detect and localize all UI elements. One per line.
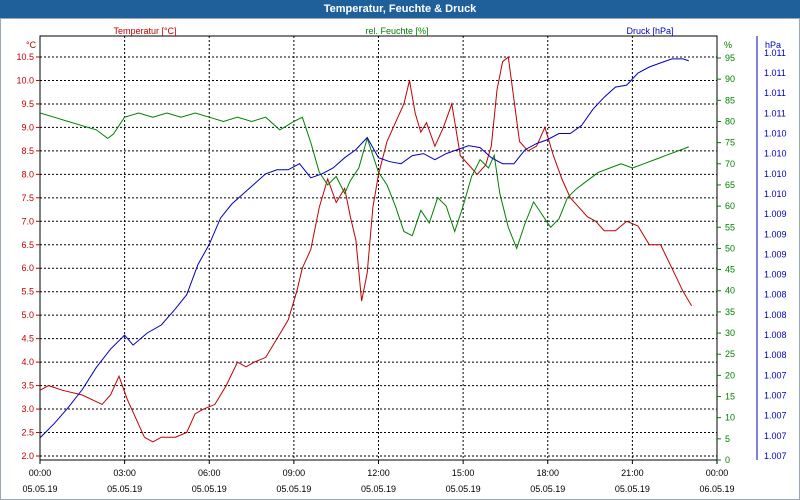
humidity-tick-label: 45 (725, 265, 735, 275)
temp-tick-label: 9.0 (21, 122, 34, 132)
x-tick-time-label: 03:00 (113, 468, 136, 478)
pressure-axis-label: Druck [hPa] (626, 26, 673, 36)
pressure-tick-label: 1.008 (764, 290, 787, 300)
pressure-tick-label: 1.009 (764, 270, 787, 280)
temp-tick-label: 4.5 (21, 334, 34, 344)
temp-tick-label: 2.5 (21, 428, 34, 438)
x-tick-time-label: 15:00 (452, 468, 475, 478)
x-tick-date-label: 05.05.19 (22, 484, 57, 494)
pressure-tick-label: 1.009 (764, 249, 787, 259)
chart-frame (0, 18, 800, 500)
pressure-tick-label: 1.007 (764, 431, 787, 441)
humidity-tick-label: 60 (725, 201, 735, 211)
humidity-tick-label: 35 (725, 307, 735, 317)
humidity-tick-label: 70 (725, 159, 735, 169)
pressure-tick-label: 1.010 (764, 189, 787, 199)
pressure-tick-label: 1.010 (764, 169, 787, 179)
humidity-tick-label: 30 (725, 328, 735, 338)
temp-tick-label: 8.0 (21, 169, 34, 179)
temp-tick-label: 6.0 (21, 263, 34, 273)
humidity-tick-label: 40 (725, 286, 735, 296)
humidity-tick-label: 10 (725, 413, 735, 423)
pressure-tick-label: 1.010 (764, 149, 787, 159)
pressure-tick-label: 1.007 (764, 391, 787, 401)
pressure-tick-label: 1.009 (764, 209, 787, 219)
x-tick-date-label: 05.05.19 (615, 484, 650, 494)
temp-tick-label: 7.5 (21, 193, 34, 203)
humidity-tick-label: 55 (725, 222, 735, 232)
pressure-tick-label: 1.010 (764, 128, 787, 138)
temp-axis-label: Temperatur [°C] (113, 26, 176, 36)
pressure-tick-label: 1.011 (764, 88, 786, 98)
humidity-tick-label: 50 (725, 243, 735, 253)
temp-tick-label: 10.0 (16, 75, 34, 85)
humidity-tick-label: 0 (725, 455, 730, 465)
pressure-tick-label: 1.007 (764, 411, 787, 421)
pressure-unit-label: hPa (765, 40, 781, 50)
humidity-tick-label: 85 (725, 95, 735, 105)
temp-tick-label: 4.0 (21, 357, 34, 367)
x-tick-date-label: 05.05.19 (361, 484, 396, 494)
pressure-tick-label: 1.008 (764, 310, 787, 320)
humidity-axis-label: rel. Feuchte [%] (365, 26, 428, 36)
humidity-tick-label: 5 (725, 434, 730, 444)
x-tick-time-label: 09:00 (283, 468, 306, 478)
x-tick-date-label: 05.05.19 (192, 484, 227, 494)
x-tick-date-label: 05.05.19 (276, 484, 311, 494)
temp-tick-label: 7.0 (21, 216, 34, 226)
humidity-tick-label: 15 (725, 392, 735, 402)
pressure-tick-label: 1.011 (764, 68, 786, 78)
humidity-tick-label: 95 (725, 53, 735, 63)
humidity-tick-label: 25 (725, 349, 735, 359)
x-tick-date-label: 05.05.19 (107, 484, 142, 494)
humidity-tick-label: 80 (725, 116, 735, 126)
series-line-humidity (39, 112, 689, 250)
pressure-tick-label: 1.007 (764, 451, 787, 461)
pressure-tick-label: 1.008 (764, 350, 787, 360)
x-tick-time-label: 21:00 (621, 468, 644, 478)
humidity-tick-label: 90 (725, 74, 735, 84)
humidity-tick-label: 20 (725, 370, 735, 380)
humidity-tick-label: 65 (725, 180, 735, 190)
series-line-pressure (39, 58, 689, 439)
temp-tick-label: 3.0 (21, 404, 34, 414)
series-line-temperature (39, 56, 693, 443)
humidity-unit-label: % (724, 40, 732, 50)
pressure-tick-label: 1.009 (764, 229, 787, 239)
temp-tick-label: 9.5 (21, 99, 34, 109)
x-tick-time-label: 06:00 (198, 468, 221, 478)
x-tick-time-label: 00:00 (29, 468, 52, 478)
temp-tick-label: 5.5 (21, 287, 34, 297)
x-tick-time-label: 00:00 (706, 468, 729, 478)
humidity-tick-label: 75 (725, 138, 735, 148)
x-tick-time-label: 12:00 (367, 468, 390, 478)
pressure-tick-label: 1.011 (764, 48, 786, 58)
pressure-tick-label: 1.008 (764, 330, 787, 340)
x-tick-date-label: 05.05.19 (530, 484, 565, 494)
temp-tick-label: 8.5 (21, 146, 34, 156)
pressure-tick-label: 1.007 (764, 370, 787, 380)
window-title: Temperatur, Feuchte & Druck (0, 0, 800, 18)
x-tick-date-label: 06.05.19 (699, 484, 734, 494)
temp-tick-label: 5.0 (21, 310, 34, 320)
temp-tick-label: 6.5 (21, 240, 34, 250)
temp-tick-label: 3.5 (21, 381, 34, 391)
temp-tick-label: 10.5 (16, 52, 34, 62)
temp-unit-label: °C (26, 40, 37, 50)
x-tick-date-label: 05.05.19 (446, 484, 481, 494)
pressure-tick-label: 1.011 (764, 108, 786, 118)
temp-tick-label: 2.0 (21, 451, 34, 461)
x-tick-time-label: 18:00 (536, 468, 559, 478)
